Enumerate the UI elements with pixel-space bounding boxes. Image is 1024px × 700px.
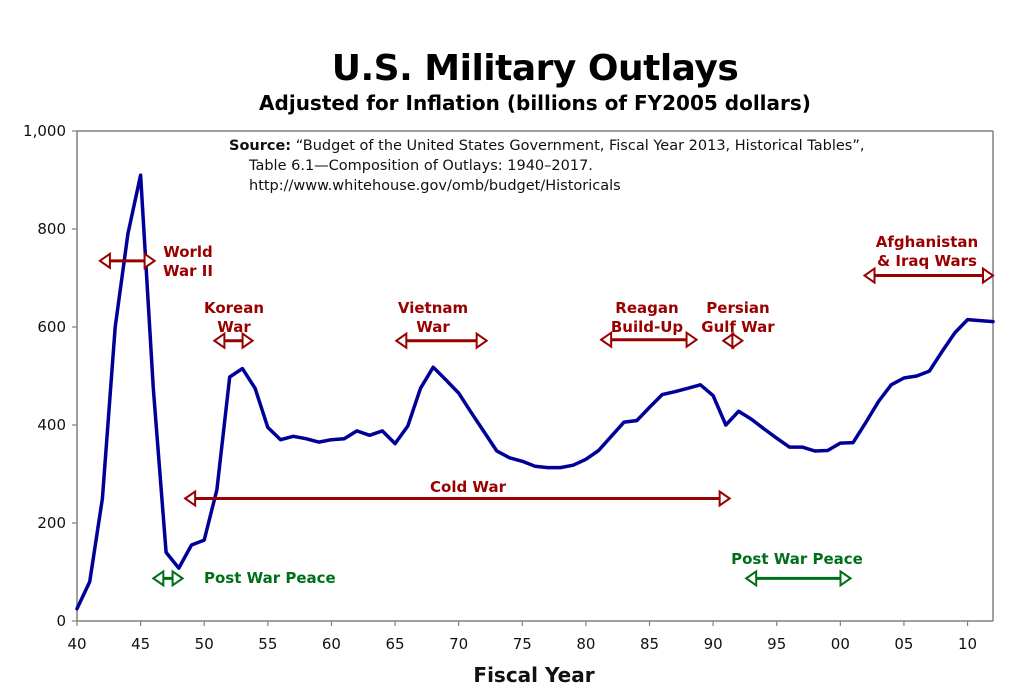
- x-tick-label: 75: [513, 635, 532, 653]
- arrow-right-head-icon: [718, 489, 732, 508]
- y-tick-label: 1,000: [23, 122, 66, 140]
- source-line1: “Budget of the United States Government,…: [296, 138, 865, 154]
- annotation-label: War: [217, 318, 251, 336]
- axes: [76, 130, 994, 622]
- arrow-right-head-icon: [475, 331, 489, 350]
- arrow-right-head-icon: [685, 330, 699, 349]
- source-line3: http://www.whitehouse.gov/omb/budget/His…: [249, 178, 621, 194]
- annotation-label: Reagan: [615, 299, 678, 317]
- annotation-label: Build-Up: [611, 318, 684, 336]
- arrow-left-head-icon: [599, 330, 613, 349]
- annotation-label: World: [163, 243, 213, 261]
- annotation-label: Post War Peace: [204, 569, 336, 587]
- x-tick-label: 40: [67, 635, 86, 653]
- annotation-peace2: Post War Peace: [731, 550, 863, 588]
- x-tick-label: 85: [640, 635, 659, 653]
- arrow-right-head-icon: [171, 569, 185, 588]
- x-tick-label: 55: [258, 635, 277, 653]
- arrow-right-head-icon: [731, 331, 745, 350]
- annotation-label: Gulf War: [701, 318, 775, 336]
- source-text-line1: Source: “Budget of the United States Gov…: [229, 138, 864, 154]
- annotation-afghan: Afghanistan& Iraq Wars: [862, 233, 995, 285]
- x-tick-label: 70: [449, 635, 468, 653]
- x-axis-title: Fiscal Year: [473, 663, 594, 687]
- series-layer: [75, 173, 995, 611]
- annotation-label: Vietnam: [398, 299, 468, 317]
- arrow-left-head-icon: [862, 266, 876, 285]
- x-tick-label: 50: [195, 635, 214, 653]
- annotation-label: War: [416, 318, 450, 336]
- arrow-left-head-icon: [744, 569, 758, 588]
- arrow-right-head-icon: [241, 331, 255, 350]
- x-tick-label: 45: [131, 635, 150, 653]
- arrow-left-head-icon: [151, 569, 165, 588]
- annotation-label: Afghanistan: [876, 233, 978, 251]
- x-tick-label: 10: [958, 635, 977, 653]
- y-tick-label: 800: [37, 220, 66, 238]
- annotation-coldwar: Cold War: [183, 478, 732, 508]
- source-label: Source:: [229, 138, 291, 154]
- x-tick-label: 80: [576, 635, 595, 653]
- arrow-right-head-icon: [839, 569, 853, 588]
- arrow-right-head-icon: [143, 251, 157, 270]
- x-tick-label: 00: [831, 635, 850, 653]
- y-tick-label: 200: [37, 514, 66, 532]
- annotation-label: Post War Peace: [731, 550, 863, 568]
- y-tick-label: 400: [37, 416, 66, 434]
- arrow-left-head-icon: [98, 251, 111, 270]
- annotation-peace1: Post War Peace: [151, 569, 336, 588]
- x-tick-label: 05: [894, 635, 913, 653]
- x-tick-label: 65: [386, 635, 405, 653]
- ticks: 0 200 400 600 800 1,000 40 45 50 55 60 65 70 75 80 85 90…: [23, 122, 977, 653]
- chart-title: U.S. Military Outlays: [331, 48, 739, 89]
- arrow-left-head-icon: [394, 331, 408, 350]
- source-line2: Table 6.1—Composition of Outlays: 1940–2…: [248, 158, 593, 174]
- y-tick-label: 0: [56, 612, 66, 630]
- annotation-label: Persian: [706, 299, 769, 317]
- annotation-label: Cold War: [430, 478, 507, 496]
- arrow-right-head-icon: [982, 266, 995, 285]
- arrow-left-head-icon: [183, 489, 197, 508]
- annotation-label: War II: [163, 262, 213, 280]
- series-line-military-outlays: [75, 173, 995, 611]
- chart-subtitle: Adjusted for Inflation (billions of FY20…: [259, 91, 811, 115]
- arrow-left-head-icon: [212, 331, 226, 350]
- annotation-label: Korean: [204, 299, 264, 317]
- x-tick-label: 95: [767, 635, 786, 653]
- y-tick-label: 600: [37, 318, 66, 336]
- x-tick-label: 60: [322, 635, 341, 653]
- x-tick-label: 90: [704, 635, 723, 653]
- annotation-label: & Iraq Wars: [877, 252, 977, 270]
